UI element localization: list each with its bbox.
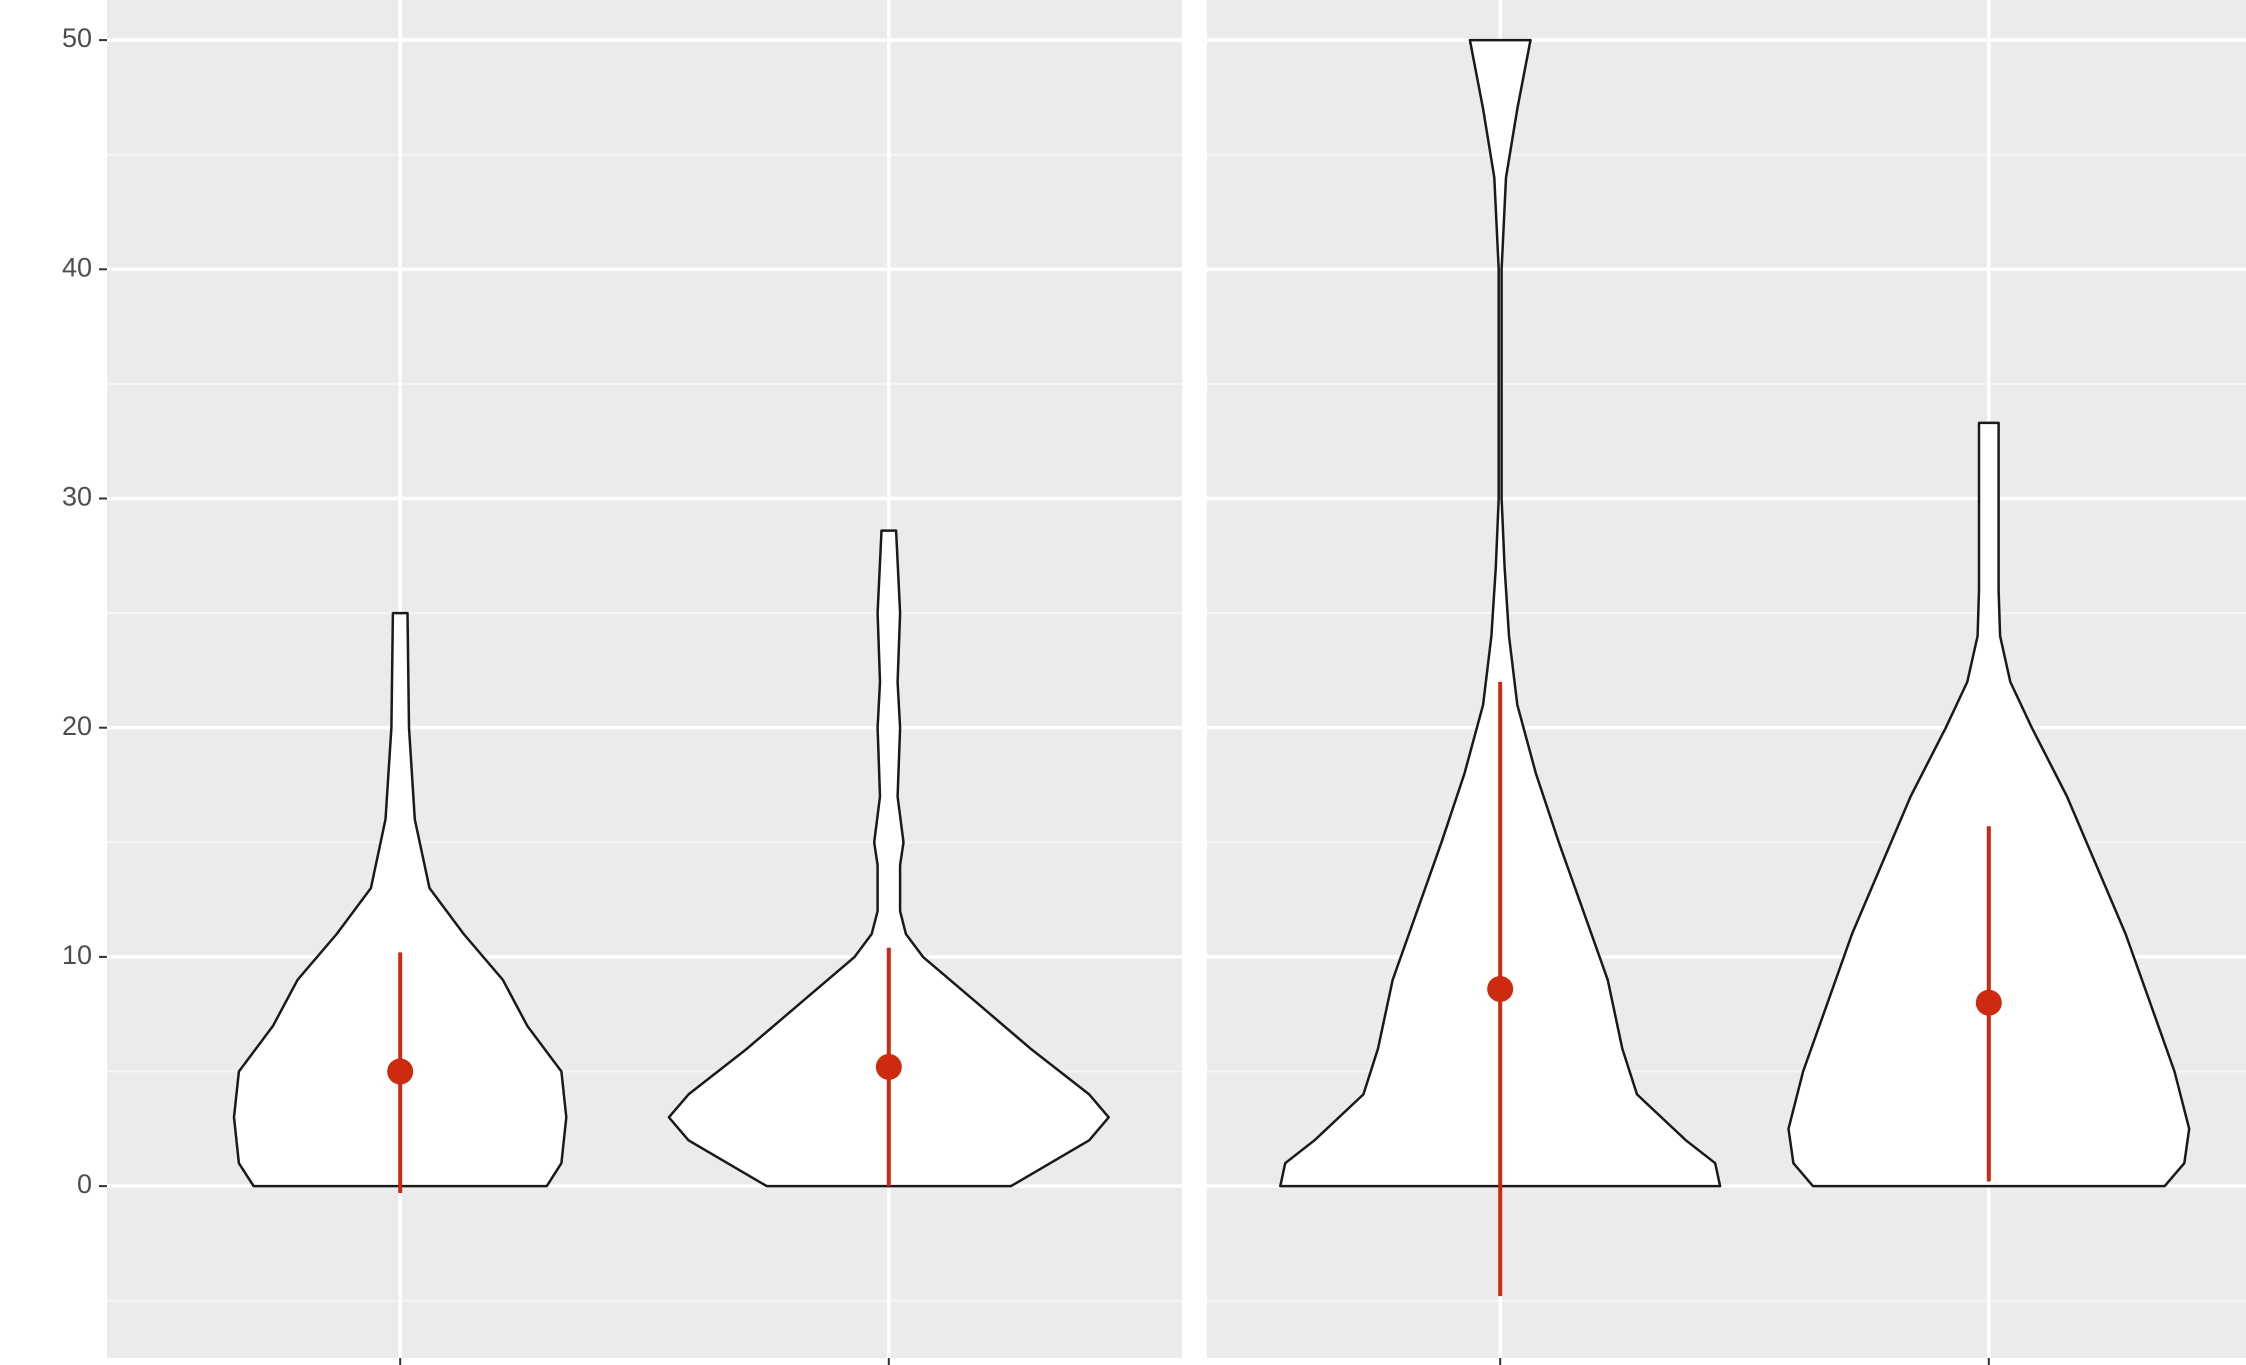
violin xyxy=(1279,38,1722,1188)
violin xyxy=(1787,421,2191,1188)
y-tick-label: 20 xyxy=(62,711,92,741)
mean-point xyxy=(387,1058,414,1085)
violin xyxy=(232,611,568,1188)
mean-point xyxy=(875,1053,902,1080)
mean-point xyxy=(1975,989,2002,1016)
violin xyxy=(667,529,1110,1188)
y-tick-label: 40 xyxy=(62,252,92,282)
y-tick-label: 50 xyxy=(62,23,92,53)
y-tick-label: 30 xyxy=(62,482,92,512)
y-tick-label: 10 xyxy=(62,940,92,970)
y-tick-label: 0 xyxy=(77,1169,92,1199)
mean-point xyxy=(1487,975,1514,1002)
